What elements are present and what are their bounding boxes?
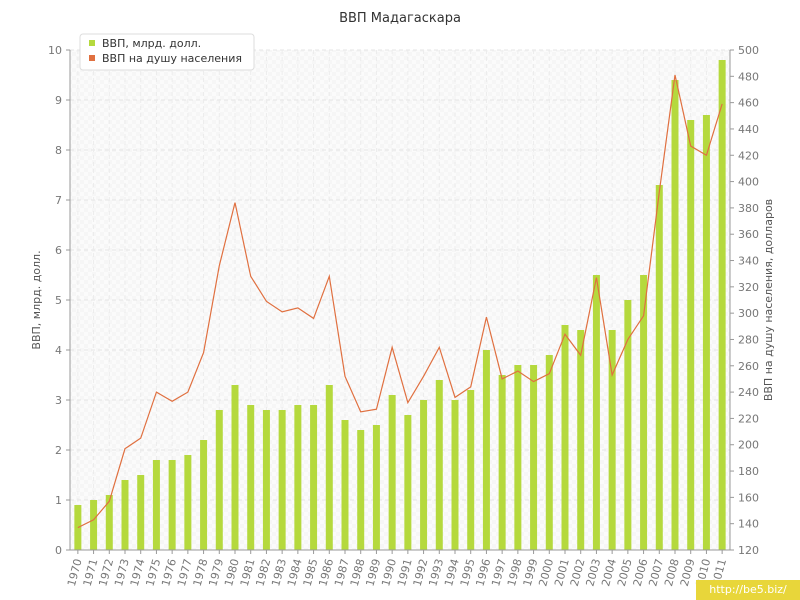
bar <box>168 460 176 550</box>
bar <box>671 80 679 550</box>
bar <box>608 330 616 550</box>
bar <box>655 185 663 550</box>
y2-tick-label: 140 <box>738 518 759 531</box>
bar <box>530 365 538 550</box>
y-tick-label: 5 <box>55 294 62 307</box>
y2-tick-label: 440 <box>738 123 759 136</box>
bar <box>372 425 380 550</box>
y-tick-label: 6 <box>55 244 62 257</box>
legend-box <box>79 33 255 71</box>
y2-tick-label: 320 <box>738 281 759 294</box>
bar <box>215 410 223 550</box>
y2-tick-label: 220 <box>738 412 759 425</box>
y-axis-right-label: ВВП на душу населения, долларов <box>762 199 775 401</box>
bar <box>687 120 695 550</box>
bar <box>310 405 318 550</box>
bar <box>341 420 349 550</box>
y2-tick-label: 280 <box>738 333 759 346</box>
bar <box>357 430 365 550</box>
y2-tick-label: 160 <box>738 491 759 504</box>
y2-tick-label: 460 <box>738 97 759 110</box>
y2-tick-label: 180 <box>738 465 759 478</box>
y-tick-label: 9 <box>55 94 62 107</box>
bar <box>435 380 443 550</box>
y2-tick-label: 380 <box>738 202 759 215</box>
x-axis-ticks: 1970197119721973197419751976197719781979… <box>65 550 729 588</box>
y2-tick-label: 500 <box>738 44 759 57</box>
y-tick-label: 0 <box>55 544 62 557</box>
y2-tick-label: 360 <box>738 228 759 241</box>
bar-series <box>74 60 726 550</box>
bar <box>294 405 302 550</box>
y-tick-label: 10 <box>48 44 62 57</box>
y-tick-label: 3 <box>55 394 62 407</box>
bar <box>404 415 412 550</box>
line-series <box>77 74 723 529</box>
y-axis-left-label: ВВП, млрд. долл. <box>30 250 43 349</box>
bar <box>451 400 459 550</box>
legend-swatch-gdp-per-capita <box>89 55 95 61</box>
y2-tick-label: 400 <box>738 176 759 189</box>
y-axis-left-ticks: 0 1 2 3 4 5 6 7 8 9 10 <box>48 44 70 557</box>
chart-title: ВВП Мадагаскара <box>339 11 461 26</box>
legend-label-gdp: ВВП, млрд. долл. <box>102 37 201 50</box>
y2-tick-label: 260 <box>738 360 759 373</box>
y-tick-label: 1 <box>55 494 62 507</box>
y2-tick-label: 340 <box>738 255 759 268</box>
bar <box>231 385 239 550</box>
y2-tick-label: 420 <box>738 149 759 162</box>
bar <box>137 475 145 550</box>
bar <box>498 375 506 550</box>
bar <box>702 115 710 550</box>
y-tick-label: 8 <box>55 144 62 157</box>
legend: ВВП, млрд. долл. ВВП на душу населения <box>79 33 255 71</box>
watermark[interactable]: http://be5.biz/ <box>696 580 800 600</box>
y-tick-label: 2 <box>55 444 62 457</box>
y-axis-right-ticks: 120 140 160 180 200 220 240 260 280 300 320 340 360 3… <box>730 44 759 557</box>
bar <box>90 500 98 550</box>
legend-label-gdp-per-capita: ВВП на душу населения <box>102 52 242 65</box>
bar <box>577 330 585 550</box>
y-tick-label: 7 <box>55 194 62 207</box>
bar <box>545 355 553 550</box>
bar <box>467 390 475 550</box>
bar <box>200 440 208 550</box>
bar <box>640 275 648 550</box>
y2-tick-label: 240 <box>738 386 759 399</box>
bar <box>325 385 333 550</box>
y2-tick-label: 480 <box>738 70 759 83</box>
y-tick-label: 4 <box>55 344 62 357</box>
bar <box>514 365 522 550</box>
bar <box>388 395 396 550</box>
bar <box>624 300 632 550</box>
y2-tick-label: 120 <box>738 544 759 557</box>
bar <box>718 60 726 550</box>
bar <box>262 410 270 550</box>
bar <box>105 495 113 550</box>
bar <box>278 410 286 550</box>
y2-tick-label: 200 <box>738 439 759 452</box>
bar <box>247 405 255 550</box>
bar <box>152 460 160 550</box>
bar <box>592 275 600 550</box>
series-line <box>77 74 723 529</box>
legend-swatch-gdp <box>89 40 95 46</box>
bar <box>420 400 428 550</box>
bar <box>561 325 569 550</box>
y2-tick-label: 300 <box>738 307 759 320</box>
bar <box>482 350 490 550</box>
bar <box>121 480 129 550</box>
bar <box>184 455 192 550</box>
